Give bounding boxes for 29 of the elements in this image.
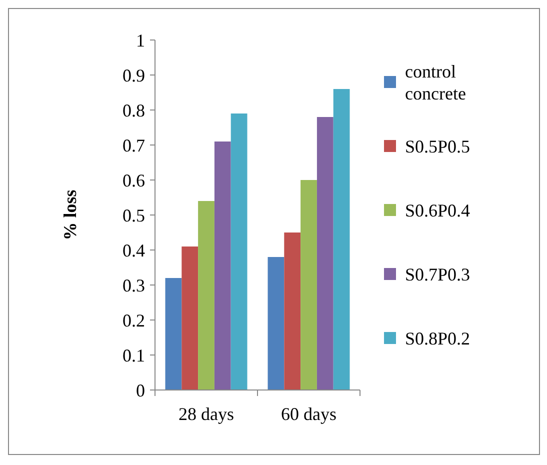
bar (284, 232, 301, 390)
legend-label: control concrete (405, 61, 466, 104)
y-tick-label: 0.7 (122, 135, 145, 156)
bar (300, 180, 317, 390)
bar (316, 117, 334, 390)
x-tick-label: 60 days (281, 404, 336, 424)
legend-label: S0.6P0.4 (405, 200, 470, 220)
bar (182, 246, 198, 390)
legend-label: S0.8P0.2 (405, 328, 470, 348)
y-tick-label: 0.8 (122, 100, 145, 120)
y-tick-label: 0.1 (122, 345, 145, 366)
y-tick-label: 0.5 (122, 205, 145, 226)
bar (214, 142, 231, 390)
y-tick-label: 0.3 (122, 275, 145, 296)
bar (198, 201, 214, 390)
y-tick-label: 0.4 (122, 240, 145, 260)
bar (230, 114, 248, 390)
y-tick-label: 0 (136, 380, 145, 400)
y-axis-title: % loss (60, 190, 80, 240)
x-tick-label: 28 days (178, 404, 234, 424)
y-tick-label: 0.2 (122, 310, 145, 330)
bar (165, 278, 182, 390)
bar (268, 257, 284, 390)
bar (333, 89, 350, 390)
y-tick-label: 0.6 (122, 170, 145, 190)
legend-label: S0.7P0.3 (405, 264, 470, 284)
legend-label: S0.5P0.5 (405, 136, 470, 156)
y-tick-label: 0.9 (122, 65, 145, 86)
y-tick-label: 1 (136, 30, 145, 50)
